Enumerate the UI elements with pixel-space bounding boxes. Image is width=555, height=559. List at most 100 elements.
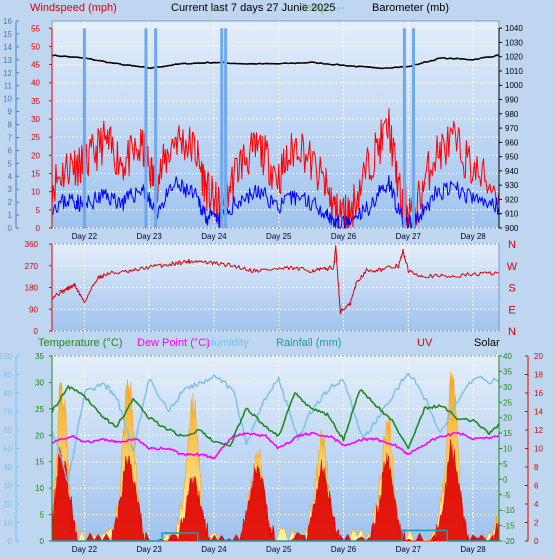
outer-left-axis-tick-label: 10 [3,95,12,104]
solar-spike [144,28,148,229]
outer-left-axis-tick-label: 16 [3,17,12,26]
compass-label-n: N [508,239,516,251]
temp-right-axis-tick-label: 25 [503,398,512,407]
windspeed-axis-tick-label: 5 [36,206,41,215]
outer-left-axis-tick-label: 2 [8,198,13,207]
outer-left-axis-tick-label: 1 [8,211,13,220]
outer-left-axis-tick-label: 9 [8,108,13,117]
compass-label-e: E [508,304,515,316]
x-tick-label: Day 23 [136,232,162,241]
legend-humidity: Humidity [206,337,249,349]
outer-left-axis-tick-label: 13 [3,56,12,65]
winddir-axis-tick-label: 270 [25,262,39,271]
temp-right-axis-tick-label: -5 [503,491,511,500]
x-tick-label: Day 23 [136,545,162,554]
outer-left-axis-tick-label: 14 [3,43,12,52]
temp-right-axis-tick-label: 5 [503,460,508,469]
uv-axis-tick-label: 14 [534,408,543,417]
outer-left-axis-tick-label: 7 [8,133,13,142]
compass-label-n: N [508,326,516,338]
uv-axis-tick-label: 18 [534,371,543,380]
windspeed-axis-tick-label: 40 [31,79,40,88]
outer-left-axis-tick-label: 0 [8,224,13,233]
humidity-axis-tick-label: 80 [3,389,12,398]
wind-direction-series [51,245,500,315]
windspeed-axis-tick-label: 15 [31,170,40,179]
barometer-axis-tick-label: 960 [505,138,519,147]
barometer-axis-tick-label: 1040 [505,24,523,33]
barometer-mb-series [51,54,500,70]
windspeed-axis-tick-label: 0 [36,224,41,233]
barometer-axis-tick-label: 1010 [505,67,523,76]
uv-area-series [51,439,500,542]
barometer-axis-tick-label: 940 [505,167,519,176]
solar-spike [411,28,415,229]
barometer-axis-tick-label: 1000 [505,81,523,90]
humidity-axis-tick-label: 30 [3,482,12,491]
x-tick-label: Day 28 [460,232,486,241]
windspeed-axis-tick-label: 50 [31,42,40,51]
x-tick-label: Day 27 [396,232,422,241]
temp-right-axis-tick-label: 40 [503,352,512,361]
solar-spike [224,28,228,229]
legend-rainfall: Rainfall (mm) [276,337,341,349]
outer-left-axis-tick-label: 5 [8,159,13,168]
uv-axis-tick-label: 6 [534,482,539,491]
barometer-axis-tick-label: 970 [505,124,519,133]
wind-plot-area [51,20,500,229]
windspeed-axis-tick-label: 30 [31,115,40,124]
barometer-axis-tick-label: 920 [505,195,519,204]
rainfall-series [52,529,499,542]
chart-marks [51,28,500,543]
uv-axis-tick-label: 8 [534,463,539,472]
temp-left-axis-tick-label: 20 [35,431,44,440]
uv-axis-tick-label: 20 [534,352,543,361]
temp-left-axis-tick-label: 25 [35,405,44,414]
outer-left-axis-tick-label: 8 [8,121,13,130]
barometer-axis-tick-label: 910 [505,210,519,219]
axes: Day 22 Day 23 Day 24 Day 25 Day 26 Day 27 Day … [0,17,543,554]
solar-spike [402,28,406,229]
temp-left-axis-tick-label: 5 [40,511,45,520]
x-tick-label: Day 24 [201,545,227,554]
windspeed-axis-tick-label: 45 [31,61,40,70]
uv-axis-tick-label: 12 [534,426,543,435]
uv-axis-tick-label: 10 [534,445,543,454]
uv-axis-tick-label: 0 [534,537,539,546]
windspeed-axis-tick-label: 10 [31,188,40,197]
temp-right-axis-tick-label: 0 [503,475,508,484]
outer-left-axis-tick-label: 11 [4,82,13,91]
solar-spike [82,28,86,229]
legend-dew-point: Dew Point (°C) [137,337,210,349]
temp-right-axis-tick-label: 35 [503,367,512,376]
winddir-axis-tick-label: 90 [29,305,38,314]
temp-right-axis-tick-label: 15 [503,429,512,438]
outer-left-axis-tick-label: 4 [8,172,13,181]
uv-axis-tick-label: 2 [534,519,539,528]
temp-right-axis-tick-label: 20 [503,414,512,423]
barometer-axis-tick-label: 900 [505,224,519,233]
temperature-series [51,384,500,450]
barometer-axis-tick-label: 990 [505,96,519,105]
humidity-axis-tick-label: 50 [3,445,12,454]
humidity-axis-tick-label: 40 [3,463,12,472]
x-tick-label: Day 26 [331,232,357,241]
x-tick-label: Day 27 [396,545,422,554]
winddir-axis-tick-label: 360 [25,240,39,249]
temp-left-axis-tick-label: 0 [40,537,45,546]
temp-left-axis-tick-label: 15 [35,458,44,467]
winddir-axis-tick-label: 180 [25,284,39,293]
windspeed-header-label: Windspeed (mph) [30,2,117,14]
temp-left-axis-tick-label: 10 [35,484,44,493]
barometer-header-label: Barometer (mb) [372,2,449,14]
winddir-plot-area [51,243,500,332]
humidity-axis-tick-label: 60 [3,426,12,435]
outer-left-axis-tick-label: 12 [3,69,12,78]
humidity-axis-tick-label: 90 [3,371,12,380]
outer-left-axis-tick-label: 6 [8,146,13,155]
uv-axis-tick-label: 4 [534,500,539,509]
compass-label-w: W [507,261,518,273]
humidity-axis-tick-label: 100 [0,352,13,361]
